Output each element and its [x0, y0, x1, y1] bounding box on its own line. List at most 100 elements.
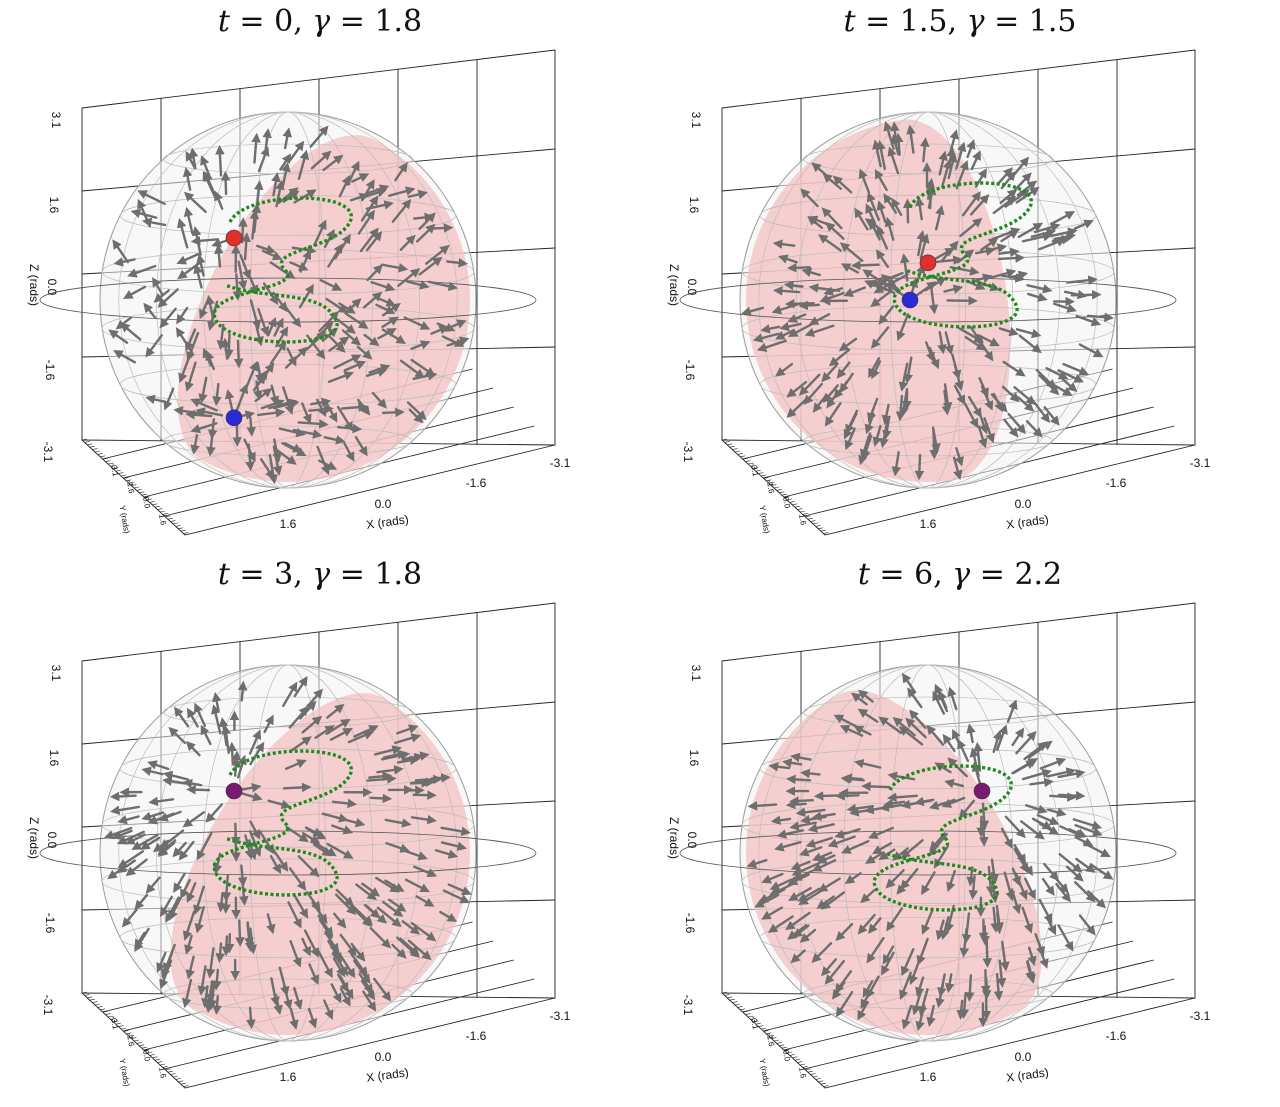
- field-arrow: [803, 382, 823, 405]
- field-arrow: [955, 141, 967, 170]
- y-axis-minor-tick: [747, 462, 754, 465]
- field-arrow: [307, 1007, 318, 1029]
- field-arrow: [1015, 328, 1042, 339]
- chart-title: t = 0, γ = 1.8: [217, 4, 423, 39]
- field-arrow: [249, 741, 265, 766]
- x-tick-label: -1.6: [1106, 1029, 1127, 1043]
- field-arrow: [886, 907, 903, 932]
- field-arrow: [786, 774, 812, 785]
- field-arrow: [915, 196, 925, 221]
- title-t-value: 3: [274, 557, 294, 592]
- field-arrow: [317, 950, 333, 979]
- field-arrow: [874, 168, 888, 192]
- field-arrow: [901, 1004, 913, 1030]
- field-arrow: [415, 223, 436, 243]
- field-arrow: [269, 855, 282, 874]
- field-arrow: [391, 943, 407, 959]
- y-axis-ticks: [721, 438, 829, 534]
- field-arrow: [1038, 237, 1067, 251]
- y-axis-minor-tick: [781, 1046, 787, 1049]
- field-arrow: [174, 706, 190, 728]
- field-arrow: [1001, 385, 1020, 403]
- field-arrow: [886, 792, 918, 803]
- floor-edge: [721, 439, 1196, 536]
- y-axis-minor-tick: [115, 1022, 121, 1025]
- field-arrow: [911, 988, 923, 1016]
- parallel: [759, 747, 1097, 789]
- field-arrow: [212, 382, 222, 407]
- field-arrow: [293, 189, 317, 204]
- field-arrow: [403, 316, 431, 330]
- y-axis-minor-tick: [773, 486, 780, 489]
- chart-title: t = 1.5, γ = 1.5: [843, 4, 1077, 39]
- field-arrow: [355, 883, 377, 901]
- field-arrow: [884, 216, 895, 241]
- field-arrow: [1013, 844, 1026, 865]
- field-arrow: [238, 217, 248, 244]
- field-arrow: [254, 387, 273, 403]
- field-arrow: [944, 973, 955, 994]
- field-arrow: [410, 922, 437, 942]
- field-arrow: [1021, 906, 1034, 934]
- field-arrow: [319, 279, 343, 291]
- field-arrow: [221, 337, 231, 360]
- field-arrow: [380, 263, 409, 273]
- field-arrow: [301, 402, 312, 425]
- y-axis-minor-tick: [734, 450, 741, 453]
- field-arrow: [269, 261, 296, 280]
- x-axis-label: X (rads): [1005, 512, 1049, 532]
- field-arrow: [110, 805, 140, 815]
- field-arrow: [176, 306, 189, 325]
- field-arrow: [278, 966, 290, 997]
- field-arrow: [1035, 368, 1057, 390]
- field-arrow: [113, 350, 137, 364]
- field-arrow: [928, 286, 939, 315]
- field-arrow: [935, 255, 963, 265]
- field-arrow: [1006, 699, 1018, 723]
- plot-area: 3.1 1.6 0.0 -1.6 -3.1 Z (rads) 1.6 0.0 -1.6 -3.1 X…: [667, 602, 1211, 1089]
- field-arrow: [919, 233, 930, 260]
- field-arrow: [787, 313, 807, 323]
- field-arrow: [239, 253, 252, 280]
- field-arrow: [1075, 314, 1102, 327]
- field-arrow: [853, 725, 872, 736]
- field-arrow: [1021, 231, 1053, 243]
- field-arrow: [134, 893, 149, 911]
- field-arrow: [817, 234, 842, 252]
- field-arrow: [996, 959, 1007, 988]
- field-arrow: [992, 729, 1003, 754]
- y-tick-label: -3.1: [749, 1015, 760, 1031]
- field-arrow: [434, 849, 459, 859]
- y-axis-minor-tick: [139, 491, 145, 494]
- field-arrow: [143, 302, 157, 320]
- y-axis-minor-tick: [763, 477, 769, 479]
- field-arrow: [832, 175, 853, 194]
- field-arrow: [293, 676, 308, 698]
- field-arrow: [200, 724, 212, 746]
- field-arrow: [966, 866, 976, 887]
- field-arrow: [224, 333, 234, 360]
- field-arrow: [410, 814, 437, 825]
- y-axis-minor-tick: [745, 460, 751, 462]
- field-arrow: [992, 195, 1017, 215]
- floor-edge: [81, 439, 556, 536]
- field-arrow: [382, 900, 404, 917]
- field-arrow: [259, 458, 275, 480]
- field-arrow: [415, 895, 435, 907]
- field-arrow: [928, 346, 940, 370]
- field-arrow: [385, 842, 410, 853]
- title-t-value: 0: [274, 4, 294, 39]
- sphere: [739, 111, 1117, 489]
- field-arrow: [365, 200, 394, 211]
- field-arrow: [783, 280, 804, 291]
- field-arrow: [926, 1004, 936, 1027]
- field-arrow: [850, 692, 868, 706]
- y-axis-minor-tick: [131, 484, 137, 486]
- field-arrow: [868, 826, 895, 839]
- y-axis-minor-tick: [776, 1042, 782, 1044]
- field-arrow: [369, 793, 393, 804]
- field-arrow: [921, 908, 934, 935]
- y-axis-minor-tick: [818, 1080, 824, 1083]
- field-arrow: [860, 990, 872, 1010]
- field-arrow: [351, 173, 370, 183]
